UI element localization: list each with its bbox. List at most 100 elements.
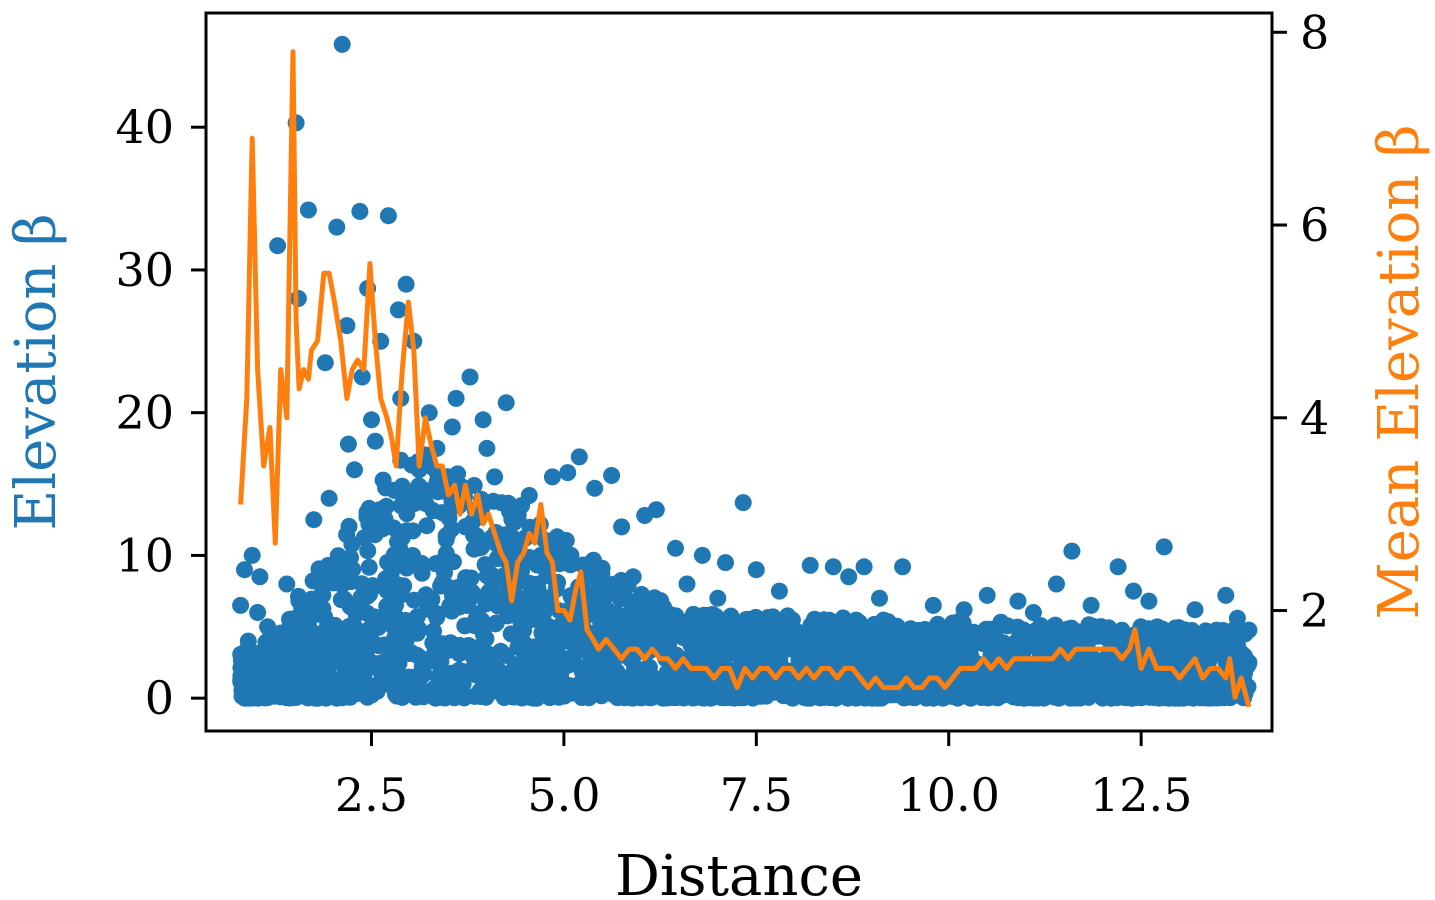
scatter-point	[249, 604, 267, 621]
scatter-point	[447, 389, 465, 407]
scatter-point	[803, 636, 821, 654]
scatter-point	[493, 494, 511, 512]
scatter-point	[251, 568, 269, 586]
scatter-point	[560, 656, 578, 674]
scatter-point	[652, 592, 670, 610]
scatter-point	[433, 641, 451, 659]
scatter-point	[456, 518, 474, 536]
scatter-point	[646, 670, 664, 687]
scatter-point	[1089, 627, 1107, 645]
scatter-point	[398, 559, 416, 577]
scatter-point	[259, 618, 277, 636]
mean-line-layer	[238, 49, 1252, 708]
scatter-point	[313, 578, 331, 596]
scatter-point	[443, 602, 461, 620]
scatter-point	[646, 632, 664, 650]
scatter-point	[1024, 604, 1042, 621]
scatter-point	[753, 633, 770, 651]
scatter-point	[490, 585, 507, 603]
scatter-point	[581, 644, 599, 662]
scatter-point	[526, 688, 544, 706]
scatter-point	[603, 467, 621, 484]
scatter-point	[267, 652, 285, 670]
scatter-point	[513, 497, 531, 514]
scatter-point	[279, 632, 297, 650]
left-y-tick-label: 20	[115, 386, 174, 440]
scatter-point	[694, 685, 712, 703]
scatter-point	[437, 527, 455, 545]
scatter-point	[895, 653, 913, 671]
scatter-point	[1008, 683, 1026, 701]
scatter-point	[879, 639, 897, 656]
scatter-point	[363, 411, 380, 429]
scatter-point	[716, 679, 734, 697]
scatter-point	[1082, 596, 1100, 614]
right-y-tick-label: 6	[1300, 198, 1329, 252]
scatter-point	[749, 617, 767, 635]
scatter-point	[451, 676, 469, 694]
scatter-point	[526, 638, 544, 656]
scatter-point	[363, 617, 381, 635]
scatter-point	[333, 35, 351, 53]
scatter-point	[366, 432, 384, 450]
x-axis-title: Distance	[615, 844, 863, 900]
scatter-point	[959, 637, 977, 655]
scatter-point	[278, 575, 296, 593]
scatter-point	[433, 504, 451, 522]
scatter-point	[1148, 669, 1166, 687]
x-tick-label: 7.5	[720, 768, 793, 822]
scatter-point	[418, 588, 436, 606]
scatter-point	[707, 607, 725, 625]
scatter-point	[503, 532, 521, 550]
scatter-point	[801, 556, 819, 574]
scatter-point	[543, 683, 561, 701]
scatter-point	[768, 644, 785, 662]
scatter-point	[232, 596, 250, 614]
scatter-point	[418, 517, 436, 535]
scatter-point	[992, 613, 1010, 631]
scatter-point	[1121, 661, 1139, 679]
scatter-point	[443, 418, 461, 436]
scatter-point	[824, 558, 842, 576]
scatter-point	[978, 586, 996, 604]
plot-frame	[204, 11, 1274, 733]
scatter-point	[629, 595, 646, 613]
scatter-point	[299, 201, 317, 219]
scatter-point	[513, 604, 531, 621]
scatter-point	[351, 202, 369, 220]
scatter-point	[497, 394, 515, 412]
scatter-point	[360, 558, 378, 576]
scatter-point	[303, 590, 321, 608]
scatter-point	[1038, 659, 1056, 677]
scatter-point	[1054, 624, 1072, 641]
scatter-point	[346, 684, 364, 702]
scatter-point	[1236, 625, 1254, 643]
scatter-point	[465, 477, 483, 494]
scatter-point	[444, 553, 462, 571]
scatter-point	[964, 684, 982, 702]
x-tick-label: 2.5	[335, 768, 408, 822]
scatter-point	[1062, 689, 1080, 707]
scatter-point	[618, 621, 635, 639]
scatter-point	[364, 658, 382, 676]
scatter-point	[809, 613, 827, 630]
scatter-point	[370, 637, 387, 655]
scatter-point	[647, 501, 665, 519]
scatter-point	[338, 317, 356, 335]
scatter-point	[705, 643, 723, 661]
left-y-tick-label: 0	[145, 671, 174, 725]
scatter-point	[341, 598, 359, 616]
scatter-point	[1240, 654, 1258, 671]
scatter-point	[841, 634, 859, 652]
scatter-point	[467, 611, 485, 629]
scatter-point	[686, 624, 704, 641]
scatter-point	[397, 275, 415, 293]
scatter-point	[770, 582, 788, 600]
scatter-point	[293, 667, 311, 685]
scatter-point	[747, 561, 765, 579]
scatter-point	[604, 609, 622, 627]
scatter-point	[474, 644, 492, 661]
scatter-point	[316, 634, 334, 652]
scatter-point	[667, 689, 685, 707]
